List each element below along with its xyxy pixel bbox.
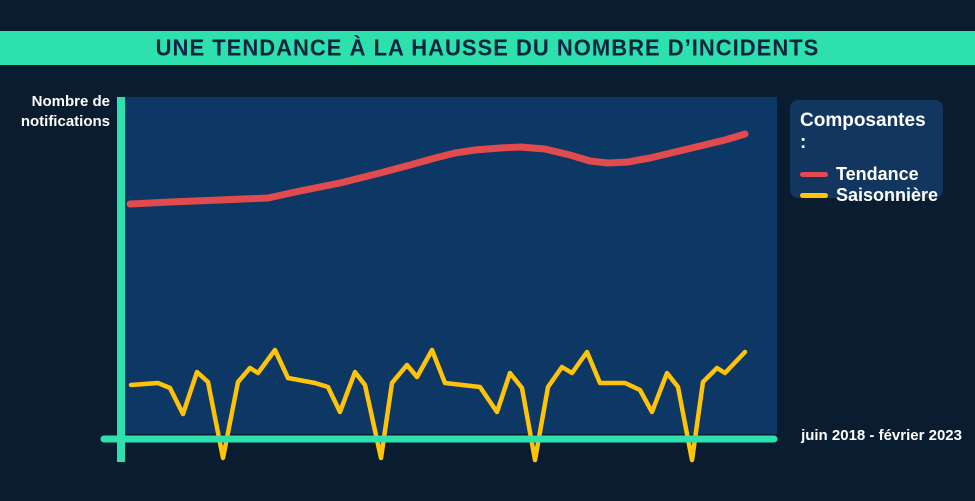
legend-label-saisonniere: Saisonnière bbox=[836, 185, 939, 205]
series-line-saisonnière bbox=[128, 347, 748, 463]
legend-label-tendance: Tendance bbox=[836, 164, 919, 184]
seasonal-line-swatch bbox=[800, 193, 828, 198]
series-line-tendance bbox=[126, 130, 749, 208]
legend-item-tendance: Tendance bbox=[800, 164, 933, 185]
x-axis-label: juin 2018 - février 2023 bbox=[801, 427, 962, 444]
series-group bbox=[126, 130, 749, 463]
page-title: UNE TENDANCE À LA HAUSSE DU NOMBRE D’INC… bbox=[155, 34, 820, 61]
trend-line-swatch bbox=[800, 172, 828, 177]
legend-item-saisonniere: Saisonnière bbox=[800, 185, 938, 206]
y-axis-label-line2: notifications bbox=[20, 113, 110, 130]
y-axis-label-line1: Nombre de bbox=[31, 93, 110, 110]
legend: Composantes : Tendance Saisonnière bbox=[790, 100, 943, 205]
header-band: UNE TENDANCE À LA HAUSSE DU NOMBRE D’INC… bbox=[0, 31, 975, 65]
y-axis-label: Nombre de notifications bbox=[0, 92, 110, 132]
legend-title: Composantes : bbox=[800, 110, 926, 153]
